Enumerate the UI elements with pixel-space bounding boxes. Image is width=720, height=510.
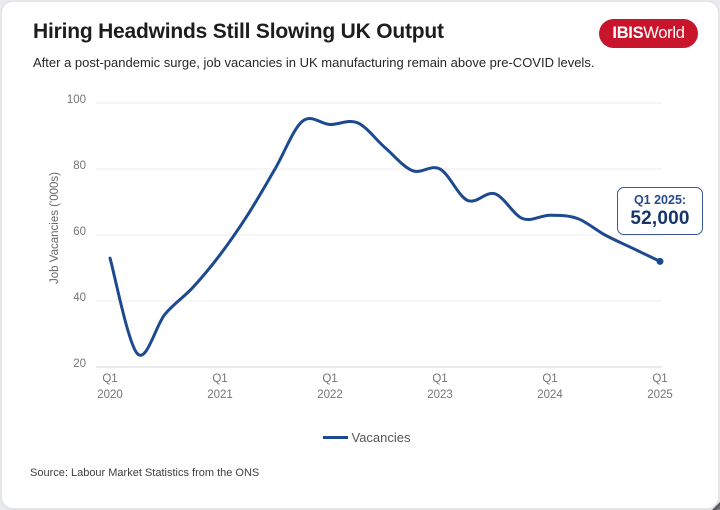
cursor-artifact <box>711 501 720 510</box>
x-tick-quarter: Q1 <box>322 373 337 385</box>
q1-2025-callout: Q1 2025: 52,000 <box>617 187 703 235</box>
page-title: Hiring Headwinds Still Slowing UK Output <box>33 20 444 43</box>
logo-text-regular: World <box>643 24 685 42</box>
vacancies-line-chart: 20 40 60 80 100 Q1 2020 Q1 2021 Q1 2022 Q1 2023 Q1 202… <box>49 94 673 401</box>
x-tick-year: 2023 <box>427 389 453 401</box>
x-tick-year: 2021 <box>207 389 233 401</box>
x-tick-year: 2020 <box>97 389 123 401</box>
y-tick-label: 60 <box>73 226 86 238</box>
source-note: Source: Labour Market Statistics from th… <box>30 467 260 479</box>
y-tick-label: 40 <box>73 292 86 304</box>
x-tick-year: 2022 <box>317 389 343 401</box>
x-tick-quarter: Q1 <box>542 373 557 385</box>
chart-legend: Vacancies <box>0 429 720 445</box>
x-tick-quarter: Q1 <box>102 373 117 385</box>
x-tick-quarter: Q1 <box>432 373 447 385</box>
callout-value: 52,000 <box>630 208 690 229</box>
x-tick-year: 2025 <box>647 389 673 401</box>
y-tick-label: 80 <box>73 160 86 172</box>
end-point-marker <box>656 257 664 265</box>
x-tick-year: 2024 <box>537 389 563 401</box>
vacancies-line <box>108 117 662 357</box>
x-tick-quarter: Q1 <box>212 373 227 385</box>
y-tick-label: 100 <box>67 94 86 106</box>
page-subtitle: After a post-pandemic surge, job vacanci… <box>33 55 595 70</box>
logo-text-bold: IBIS <box>612 24 644 42</box>
legend-line-swatch <box>323 435 349 439</box>
y-tick-label: 20 <box>73 358 86 370</box>
y-axis-title: Job Vacancies ('000s) <box>49 172 61 284</box>
callout-label: Q1 2025: <box>633 193 687 207</box>
x-tick-quarter: Q1 <box>652 373 667 385</box>
ibisworld-logo: IBIS World <box>599 19 698 48</box>
legend-label: Vacancies <box>351 429 411 445</box>
